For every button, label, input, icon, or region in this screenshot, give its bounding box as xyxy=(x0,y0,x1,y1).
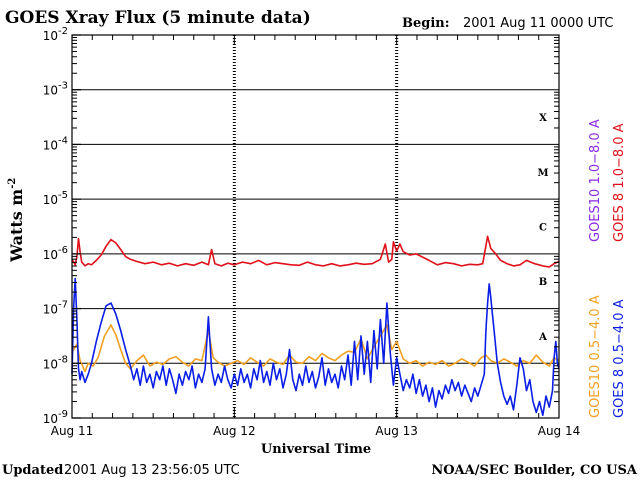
x-tick-label: Aug 13 xyxy=(375,424,418,438)
chart-title: GOES Xray Flux (5 minute data) xyxy=(5,8,311,28)
x-axis-title: Universal Time xyxy=(261,442,371,457)
y-tick-base: 10 xyxy=(43,138,58,152)
y-tick-base: 10 xyxy=(43,84,58,98)
y-axis-title-text: Watts m xyxy=(7,189,26,263)
legend-goes10-short: GOES10 0.5−4.0 A xyxy=(588,295,603,418)
y-tick-label: 10-4 xyxy=(43,135,68,152)
y-tick-exponent: -5 xyxy=(58,190,68,201)
y-tick-exponent: -6 xyxy=(58,245,68,256)
y-tick-base: 10 xyxy=(43,193,58,207)
y-tick-base: 10 xyxy=(43,357,58,371)
begin-value: 2001 Aug 11 0000 UTC xyxy=(463,16,613,31)
y-tick-exponent: -9 xyxy=(58,409,68,420)
y-tick-exponent: -2 xyxy=(58,26,68,37)
y-tick-label: 10-6 xyxy=(43,245,68,262)
updated-value: 2001 Aug 13 23:56:05 UTC xyxy=(64,463,240,478)
y-tick-base: 10 xyxy=(43,303,58,317)
y-tick-exponent: -3 xyxy=(58,81,68,92)
series-line-goes10-0-5-4-0-a xyxy=(71,324,560,373)
source-credit: NOAA/SEC Boulder, CO USA xyxy=(431,463,638,478)
flare-class-c: C xyxy=(539,223,547,234)
legend-goes10-long: GOES10 1.0−8.0 A xyxy=(588,119,603,242)
y-tick-base: 10 xyxy=(43,29,58,43)
flare-class-a: A xyxy=(538,332,547,343)
y-tick-exponent: -4 xyxy=(58,135,68,146)
flare-class-x: X xyxy=(539,113,547,124)
y-tick-exponent: -8 xyxy=(58,354,68,365)
y-tick-label: 10-7 xyxy=(43,300,68,317)
x-tick-label: Aug 11 xyxy=(51,424,94,438)
y-tick-label: 10-8 xyxy=(43,354,68,371)
series-line-goes-8-1-0-8-0-a xyxy=(71,235,560,268)
legend-goes8-long: GOES 8 1.0−8.0 A xyxy=(612,123,627,242)
legend-goes8-short: GOES 8 0.5−4.0 A xyxy=(612,299,627,418)
y-tick-base: 10 xyxy=(43,248,58,262)
y-axis-title-superscript: -2 xyxy=(7,178,18,189)
x-tick-label: Aug 12 xyxy=(213,424,256,438)
y-tick-base: 10 xyxy=(43,412,58,426)
y-tick-label: 10-9 xyxy=(43,409,68,426)
y-tick-label: 10-3 xyxy=(43,81,68,98)
series-line-goes-8-0-5-4-0-a xyxy=(71,277,560,417)
y-tick-label: 10-2 xyxy=(43,26,68,43)
y-axis-title: Watts m-2 xyxy=(7,178,26,263)
y-tick-label: 10-5 xyxy=(43,190,68,207)
updated-label: Updated xyxy=(2,463,63,478)
begin-label: Begin: xyxy=(402,16,450,31)
flare-class-b: B xyxy=(539,277,547,288)
x-tick-label: Aug 14 xyxy=(538,424,581,438)
flare-class-m: M xyxy=(537,168,548,179)
y-tick-exponent: -7 xyxy=(58,300,68,311)
